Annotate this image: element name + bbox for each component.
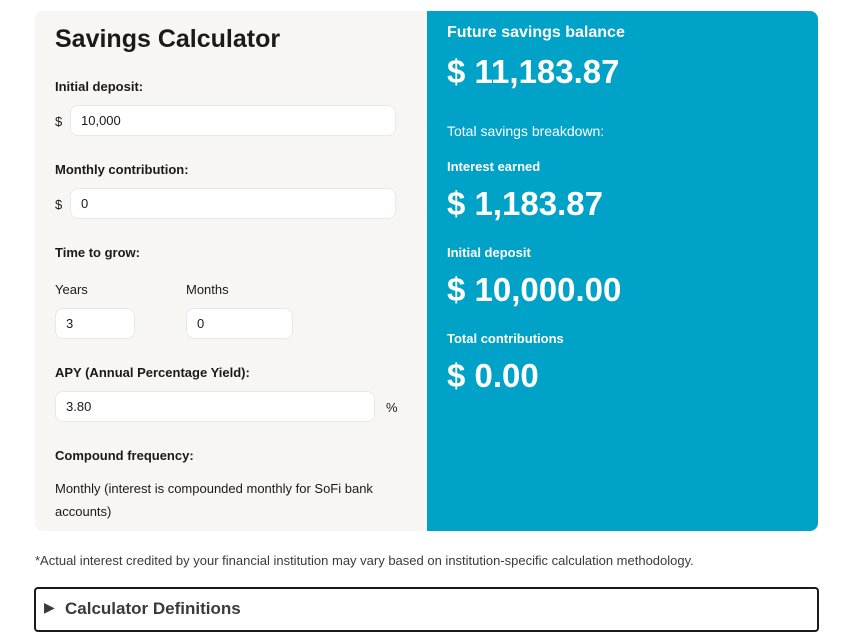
apy-input[interactable] [55,391,375,422]
months-label: Months [186,282,229,297]
years-input[interactable] [55,308,135,339]
calculator-results-panel: Future savings balance $ 11,183.87 Total… [427,11,818,531]
monthly-contribution-input[interactable] [70,188,396,219]
monthly-contribution-currency: $ [55,197,63,212]
compound-frequency-value: Monthly (interest is compounded monthly … [55,481,373,519]
calculator-inputs-panel: Savings Calculator Initial deposit: $ Mo… [35,11,427,531]
initial-deposit-input[interactable] [70,105,396,136]
apy-percent-unit: % [386,400,398,415]
calculator-definitions-toggle[interactable]: ▶ Calculator Definitions [34,587,819,632]
interest-earned-value: $ 1,183.87 [447,185,603,222]
total-contributions-value: $ 0.00 [447,357,539,394]
breakdown-label: Total savings breakdown: [447,123,605,139]
future-balance-value: $ 11,183.87 [447,53,620,90]
monthly-contribution-label: Monthly contribution: [55,162,189,177]
calculator-title: Savings Calculator [55,25,281,53]
savings-calculator: Savings Calculator Initial deposit: $ Mo… [35,11,818,531]
time-to-grow-label: Time to grow: [55,245,140,260]
initial-deposit-label: Initial deposit: [55,79,144,94]
calculator-definitions-label: Calculator Definitions [65,599,241,618]
total-contributions-label: Total contributions [447,331,564,346]
years-label: Years [55,282,88,297]
initial-deposit-result-value: $ 10,000.00 [447,271,622,308]
months-input[interactable] [186,308,293,339]
expand-arrow-icon: ▶ [44,599,55,615]
initial-deposit-result-label: Initial deposit [447,245,531,260]
disclaimer-text: *Actual interest credited by your financ… [35,553,694,568]
compound-frequency-label: Compound frequency: [55,448,194,463]
apy-label: APY (Annual Percentage Yield): [55,365,250,380]
interest-earned-label: Interest earned [447,159,541,174]
initial-deposit-currency: $ [55,114,63,129]
future-balance-label: Future savings balance [447,24,625,41]
